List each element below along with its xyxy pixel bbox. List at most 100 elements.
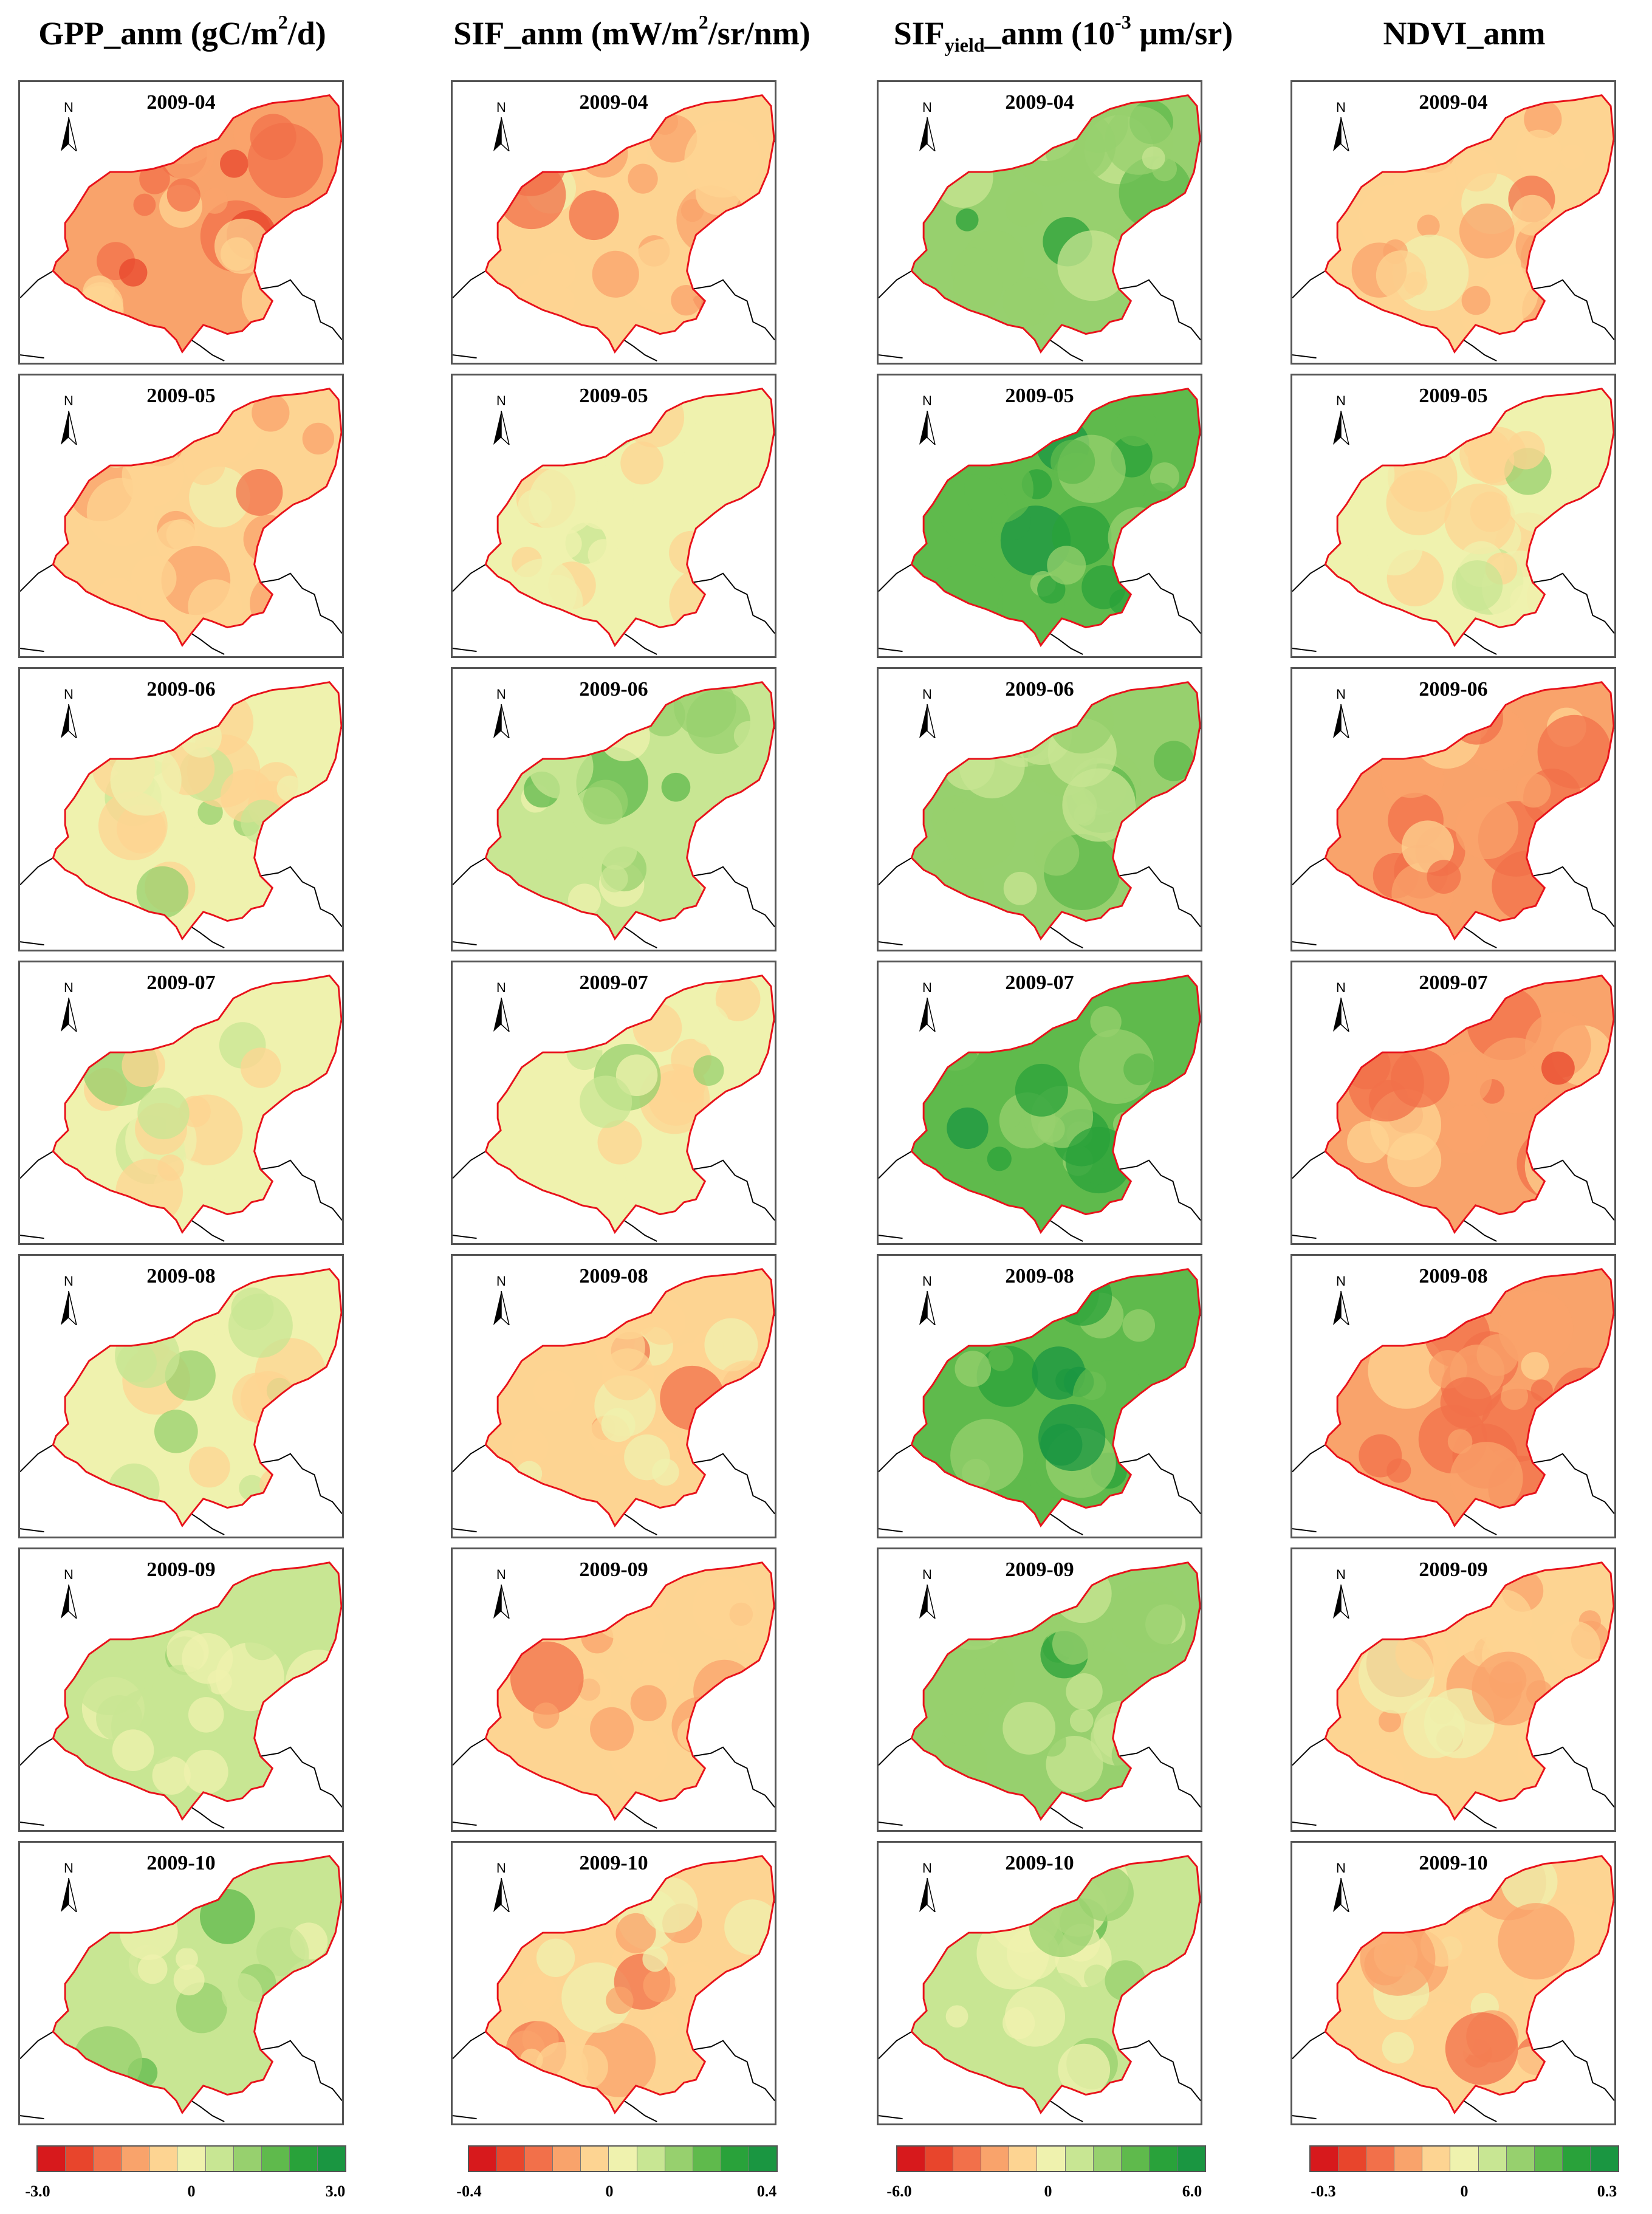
- anomaly-patch: [283, 1987, 333, 2036]
- anomaly-patch: [1459, 204, 1515, 259]
- neighbor-border: [20, 2031, 53, 2060]
- region-map: [453, 388, 775, 655]
- anomaly-patch: [1128, 2056, 1151, 2079]
- anomaly-patch: [959, 732, 1025, 799]
- anomaly-patch: [597, 1120, 642, 1165]
- map-date-label: 2009-09: [1005, 1558, 1074, 1581]
- anomaly-patch: [1160, 2043, 1193, 2075]
- column-title-sif-yield: SIFyield_anm (10-3 µm/sr): [851, 6, 1276, 61]
- legend-swatch: [581, 2147, 609, 2171]
- anomaly-patch: [1375, 1602, 1409, 1636]
- north-label: N: [922, 393, 932, 408]
- anomaly-patch: [281, 1269, 341, 1324]
- anomaly-patch: [139, 163, 170, 194]
- neighbor-border: [453, 941, 477, 946]
- map-date-label: 2009-05: [1005, 385, 1074, 407]
- anomaly-patch: [545, 1880, 572, 1907]
- anomaly-patch: [1112, 1111, 1139, 1137]
- north-label: N: [496, 980, 506, 995]
- map-panel-gpp-2009-08: 2009-08 N: [18, 1254, 344, 1538]
- anomaly-patch: [1445, 2012, 1518, 2085]
- north-label: N: [496, 1567, 506, 1582]
- anomaly-patch: [279, 1410, 342, 1474]
- anomaly-patch: [166, 178, 201, 212]
- map-date-label: 2009-09: [579, 1558, 648, 1581]
- anomaly-patch: [694, 526, 766, 598]
- anomaly-patch: [1033, 831, 1080, 876]
- neighbor-border: [20, 270, 53, 299]
- anomaly-patch: [183, 443, 225, 485]
- region-map: [453, 94, 775, 362]
- anomaly-patch: [1038, 1404, 1106, 1472]
- anomaly-patch: [529, 1052, 560, 1082]
- anomaly-patch: [733, 721, 763, 750]
- anomaly-patch: [1392, 406, 1447, 460]
- title-text: SIF: [893, 15, 945, 52]
- north-arrow-icon: N: [57, 981, 81, 1035]
- neighbor-border: [623, 2100, 657, 2122]
- neighbor-border: [879, 2031, 912, 2060]
- anomaly-patch: [202, 188, 228, 214]
- anomaly-patch: [651, 1458, 679, 1486]
- neighbor-border: [191, 2100, 225, 2122]
- region-fill: [911, 682, 1201, 939]
- neighbor-border: [191, 632, 225, 655]
- region-boundary: [1324, 94, 1614, 354]
- north-label: N: [922, 100, 932, 115]
- anomaly-patch: [987, 1146, 1012, 1171]
- region-map: [20, 388, 342, 655]
- legend-ndvi-min: -0.3: [1311, 2182, 1336, 2200]
- legend-swatch: [665, 2147, 693, 2171]
- legend-swatch: [261, 2147, 290, 2171]
- anomaly-patch: [536, 1938, 575, 1978]
- neighbor-border: [1532, 1159, 1614, 1221]
- north-label: N: [496, 1273, 506, 1289]
- region-map: [1292, 975, 1614, 1242]
- anomaly-patch: [245, 1626, 279, 1661]
- anomaly-patch: [1403, 1696, 1465, 1758]
- map-date-label: 2009-04: [146, 91, 216, 114]
- anomaly-patch: [529, 735, 594, 799]
- north-arrow-icon: N: [57, 1861, 81, 1916]
- anomaly-patch: [1498, 1903, 1575, 1980]
- anomaly-patch: [1560, 145, 1585, 170]
- title-sup: 2: [278, 11, 288, 33]
- anomaly-patch: [1386, 1323, 1410, 1347]
- legend-gpp-min: -3.0: [25, 2182, 50, 2200]
- anomaly-patch: [630, 1685, 667, 1721]
- anomaly-patch: [516, 1461, 543, 1487]
- anomaly-patch: [669, 530, 713, 575]
- neighbor-border: [453, 270, 486, 299]
- neighbor-border: [1292, 2115, 1317, 2120]
- anomaly-patch: [1538, 1428, 1571, 1460]
- legend-swatch: [525, 2147, 554, 2171]
- anomaly-patch: [581, 1621, 614, 1654]
- neighbor-border: [1119, 1453, 1201, 1515]
- region-boundary: [52, 1855, 342, 2115]
- neighbor-border: [1292, 1738, 1326, 1766]
- map-date-label: 2009-08: [146, 1265, 216, 1287]
- anomaly-patch: [597, 829, 637, 870]
- neighbor-border: [879, 941, 903, 946]
- map-date-label: 2009-07: [579, 972, 648, 994]
- anomaly-patch: [1153, 741, 1194, 781]
- north-label: N: [1336, 687, 1346, 702]
- anomaly-patch: [718, 1377, 775, 1439]
- legend-swatch: [205, 2147, 234, 2171]
- north-arrow-icon: N: [57, 1568, 81, 1622]
- north-label: N: [922, 1567, 932, 1582]
- title-sub: yield: [944, 34, 985, 56]
- legend-swatch: [637, 2147, 665, 2171]
- anomaly-patch: [241, 264, 312, 335]
- anomaly-patch: [1450, 1442, 1523, 1515]
- region-boundary: [910, 388, 1201, 648]
- region-boundary: [1324, 1855, 1614, 2115]
- north-label: N: [922, 1273, 932, 1289]
- anomaly-patch: [669, 567, 741, 639]
- region-map: [453, 1268, 775, 1535]
- region-map: [1292, 1561, 1614, 1829]
- anomaly-patch: [1090, 1006, 1122, 1038]
- neighbor-border: [879, 270, 912, 299]
- region-boundary: [52, 94, 342, 354]
- neighbor-border: [1463, 632, 1497, 655]
